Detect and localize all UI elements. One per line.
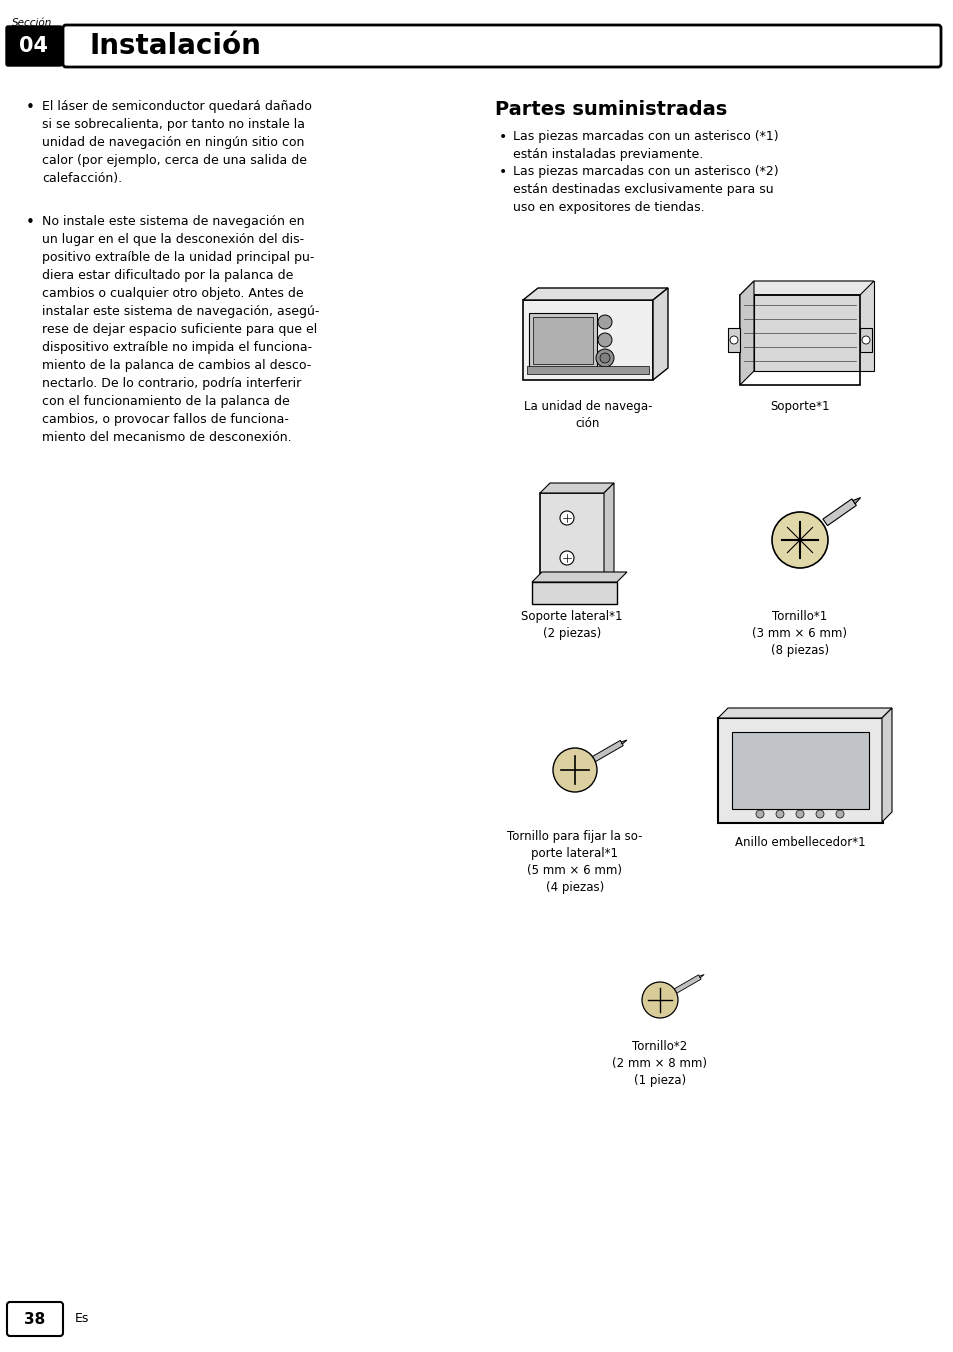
Bar [740, 295, 859, 385]
Polygon shape [522, 288, 667, 300]
Text: •: • [498, 165, 507, 178]
Text: Tornillo para fijar la so-
porte lateral*1
(5 mm × 6 mm)
(4 piezas): Tornillo para fijar la so- porte lateral… [507, 830, 642, 894]
Text: Las piezas marcadas con un asterisco (*1)
están instaladas previamente.: Las piezas marcadas con un asterisco (*1… [513, 130, 778, 161]
Circle shape [553, 748, 597, 792]
Bar [532, 581, 617, 604]
Circle shape [795, 810, 803, 818]
Polygon shape [718, 708, 891, 718]
Text: No instale este sistema de navegación en
un lugar en el que la desconexión del d: No instale este sistema de navegación en… [42, 215, 319, 443]
Bar [731, 731, 868, 808]
Text: •: • [26, 100, 34, 115]
Polygon shape [652, 288, 667, 380]
Polygon shape [882, 708, 891, 822]
Circle shape [835, 810, 843, 818]
FancyBboxPatch shape [7, 1302, 63, 1336]
FancyBboxPatch shape [63, 24, 940, 68]
Text: 04: 04 [19, 37, 49, 55]
Polygon shape [740, 281, 873, 295]
Bar [718, 718, 882, 823]
Polygon shape [603, 483, 614, 587]
Polygon shape [620, 740, 626, 744]
Text: Tornillo*2
(2 mm × 8 mm)
(1 pieza): Tornillo*2 (2 mm × 8 mm) (1 pieza) [612, 1040, 707, 1087]
Circle shape [641, 982, 678, 1018]
Bar [753, 281, 873, 370]
Text: Es: Es [75, 1313, 90, 1325]
Circle shape [862, 337, 869, 343]
Text: •: • [26, 215, 34, 230]
Polygon shape [532, 572, 626, 581]
Polygon shape [740, 281, 753, 385]
Text: La unidad de navega-
ción: La unidad de navega- ción [523, 400, 652, 430]
Polygon shape [671, 975, 700, 995]
Bar [539, 493, 604, 588]
Polygon shape [822, 499, 856, 526]
Circle shape [729, 337, 738, 343]
Circle shape [755, 810, 763, 818]
Circle shape [559, 511, 574, 525]
Text: El láser de semiconductor quedará dañado
si se sobrecalienta, por tanto no insta: El láser de semiconductor quedará dañado… [42, 100, 312, 185]
Bar [529, 314, 597, 368]
Polygon shape [699, 975, 703, 977]
Circle shape [559, 552, 574, 565]
Text: Sección: Sección [12, 18, 52, 28]
Circle shape [771, 512, 827, 568]
Bar [533, 316, 593, 364]
Bar [859, 329, 871, 352]
Circle shape [598, 315, 612, 329]
Bar [522, 300, 652, 380]
Circle shape [596, 349, 614, 366]
Polygon shape [852, 498, 860, 504]
Polygon shape [590, 741, 622, 763]
Text: •: • [498, 130, 507, 145]
Text: Instalación: Instalación [90, 32, 262, 59]
Text: Las piezas marcadas con un asterisco (*2)
están destinadas exclusivamente para s: Las piezas marcadas con un asterisco (*2… [513, 165, 778, 214]
FancyBboxPatch shape [6, 26, 62, 66]
Circle shape [598, 333, 612, 347]
Bar [526, 366, 648, 375]
Text: Anillo embellecedor*1: Anillo embellecedor*1 [734, 836, 864, 849]
Text: 38: 38 [25, 1311, 46, 1326]
Circle shape [599, 353, 609, 362]
Text: Soporte*1: Soporte*1 [769, 400, 829, 412]
Text: Tornillo*1
(3 mm × 6 mm)
(8 piezas): Tornillo*1 (3 mm × 6 mm) (8 piezas) [752, 610, 846, 657]
Circle shape [775, 810, 783, 818]
Bar [727, 329, 740, 352]
Text: Partes suministradas: Partes suministradas [495, 100, 726, 119]
Circle shape [815, 810, 823, 818]
Text: Soporte lateral*1
(2 piezas): Soporte lateral*1 (2 piezas) [520, 610, 622, 639]
Polygon shape [539, 483, 614, 493]
